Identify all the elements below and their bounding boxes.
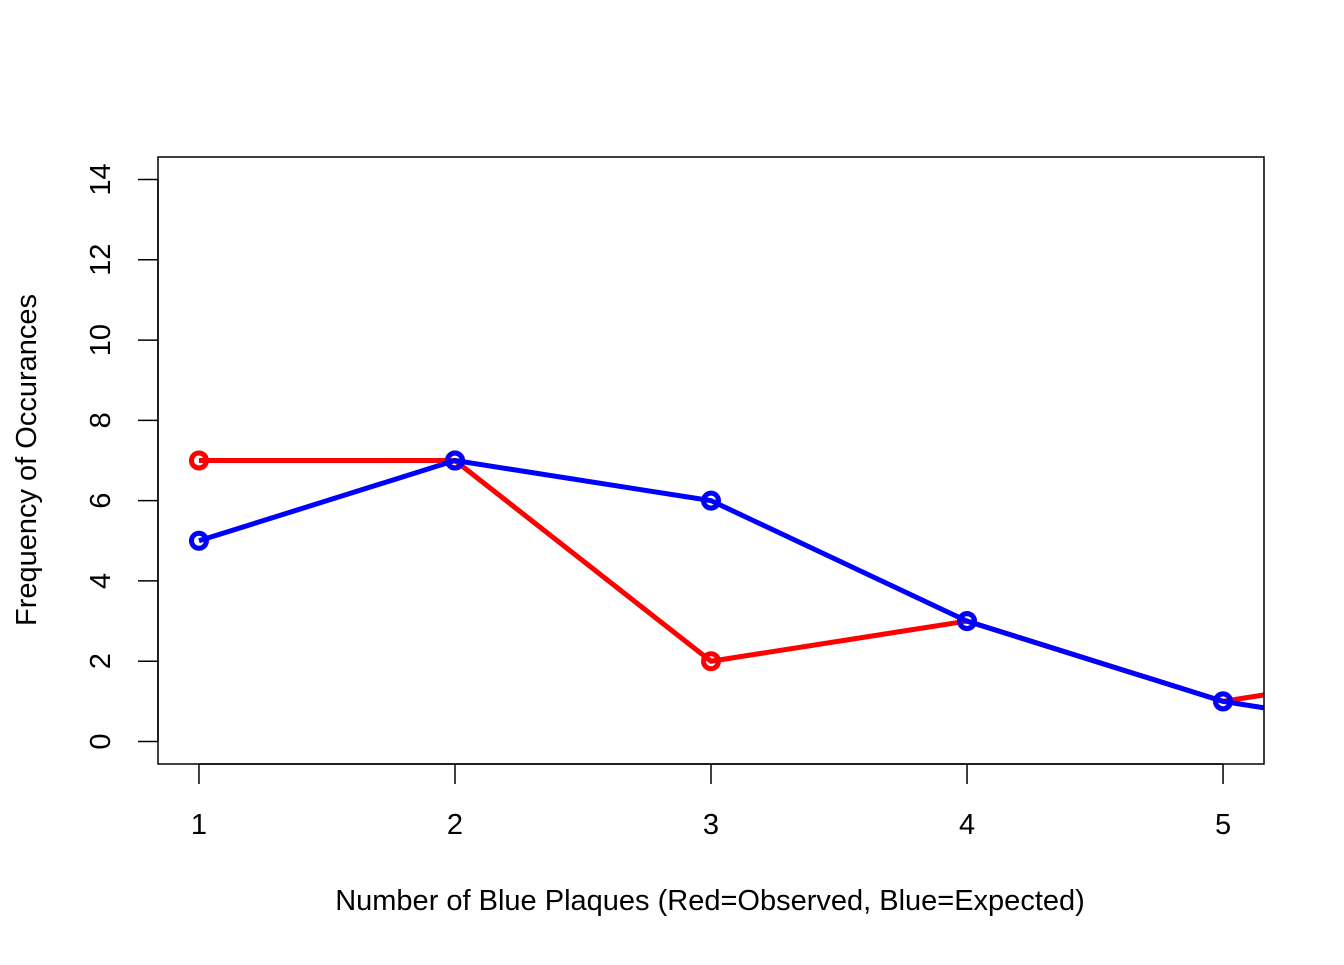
series-2 bbox=[188, 450, 1264, 712]
y-tick-label: 0 bbox=[85, 733, 117, 749]
x-axis: 1 2 3 4 5 bbox=[191, 763, 1231, 841]
data-point bbox=[701, 651, 721, 672]
data-point bbox=[957, 611, 978, 632]
data-point bbox=[188, 450, 209, 471]
x-tick-label: 4 bbox=[959, 809, 975, 841]
x-tick-label: 2 bbox=[447, 809, 463, 841]
y-tick-label: 2 bbox=[85, 653, 117, 669]
y-axis-label: Frequency of Occurances bbox=[11, 294, 43, 626]
x-tick-label: 5 bbox=[1215, 809, 1231, 841]
y-tick-label: 4 bbox=[85, 573, 117, 589]
data-point bbox=[701, 490, 721, 511]
x-axis-label: Number of Blue Plaques (Red=Observed, Bl… bbox=[335, 885, 1085, 917]
series-line bbox=[198, 458, 1264, 704]
y-tick-label: 6 bbox=[85, 493, 117, 509]
series-layer bbox=[188, 450, 1264, 712]
y-tick-label: 12 bbox=[85, 244, 117, 276]
x-tick-label: 1 bbox=[191, 809, 207, 841]
y-tick-label: 8 bbox=[85, 412, 117, 428]
data-point bbox=[444, 450, 465, 471]
data-point bbox=[1213, 691, 1234, 712]
y-axis: 0 2 4 6 8 10 12 14 bbox=[85, 163, 159, 750]
data-point bbox=[188, 530, 209, 551]
y-tick-label: 10 bbox=[85, 324, 117, 356]
y-tick-label: 14 bbox=[85, 163, 117, 195]
x-tick-label: 3 bbox=[703, 809, 719, 841]
series-line bbox=[198, 458, 1264, 711]
